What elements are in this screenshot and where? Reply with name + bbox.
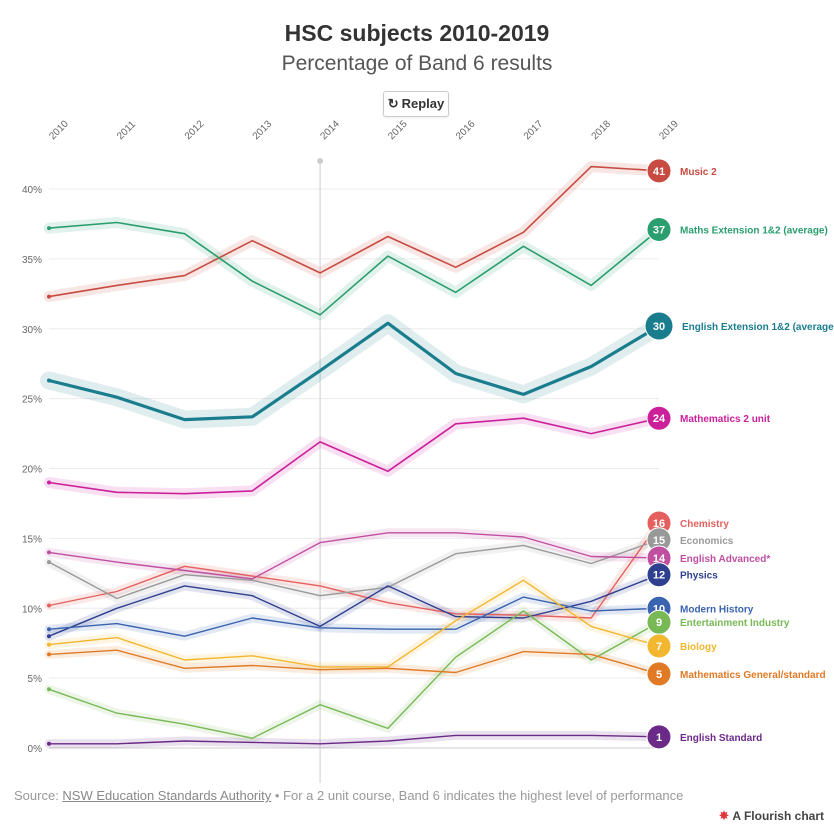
series-start-point [47, 378, 51, 383]
series-start-point [47, 687, 51, 692]
series-start-point [47, 550, 51, 555]
end-value-label: 37 [653, 225, 665, 237]
series-line[interactable] [48, 734, 660, 745]
end-value-badge[interactable] [646, 724, 672, 750]
series-line[interactable] [47, 321, 661, 422]
x-tick-label: 2016 [454, 118, 478, 142]
series-line[interactable] [48, 574, 660, 637]
series-start-point [47, 627, 51, 632]
series-halo [43, 217, 665, 321]
series-line[interactable] [48, 532, 660, 580]
end-value-badge[interactable] [646, 562, 672, 588]
y-tick-label: 35% [22, 255, 42, 266]
series-start-point [47, 634, 51, 639]
replay-label: Replay [401, 96, 445, 111]
series-name-label: Mathematics General/standard [680, 670, 826, 681]
series-name-label: Mathematics 2 unit [680, 414, 771, 425]
series-line[interactable] [48, 610, 660, 739]
series-name-label: Modern History [680, 604, 754, 615]
x-tick-label: 2014 [318, 118, 342, 142]
credit-label: A Flourish chart [732, 809, 824, 823]
series-start-point [47, 652, 51, 657]
series-name-label: Music 2 [680, 167, 717, 178]
source-prefix: Source: [14, 788, 63, 803]
y-tick-label: 40% [22, 185, 42, 196]
end-value-label: 41 [653, 166, 665, 178]
series-start-point [47, 642, 51, 647]
y-tick-label: 15% [22, 534, 42, 545]
y-tick-label: 10% [22, 604, 42, 615]
end-value-badge[interactable] [646, 661, 672, 687]
chart-subtitle: Percentage of Band 6 results [281, 52, 553, 75]
line-chart: 2010 2011 2012 2013 2014 2015 2016 2017 2018 2019… [22, 118, 834, 783]
series-line[interactable] [48, 221, 660, 316]
series-start-point [47, 603, 51, 608]
end-value-badge[interactable] [646, 217, 672, 243]
series-name-label: English Extension 1&2 (average) [682, 322, 834, 333]
flourish-logo-icon: ✸ [718, 808, 730, 823]
end-value-label: 30 [653, 321, 665, 333]
y-tick-label: 5% [28, 674, 43, 685]
end-value-label: 7 [656, 641, 662, 653]
x-tick-label: 2012 [183, 118, 207, 142]
series-name-label: Biology [680, 642, 717, 653]
flourish-credit[interactable]: ✸ A Flourish chart [719, 808, 824, 824]
series-start-point [47, 560, 51, 565]
end-value-label: 5 [656, 669, 662, 681]
end-value-badge[interactable] [646, 633, 672, 659]
series-name-label: Physics [680, 571, 718, 582]
series-name-label: Chemistry [680, 519, 729, 530]
end-value-label: 15 [653, 535, 665, 547]
y-tick-label: 25% [22, 395, 42, 406]
series-name-label: Entertainment Industry [680, 618, 790, 629]
end-value-label: 9 [656, 617, 662, 629]
x-tick-label: 2017 [522, 118, 546, 142]
end-value-badge[interactable] [646, 405, 672, 431]
source-footer: Source: NSW Education Standards Authorit… [14, 788, 683, 803]
end-value-badge[interactable] [646, 158, 672, 184]
y-axis: 0% 5% 10% 15% 20% 25% 30% 35% 40% [22, 185, 42, 755]
series-line[interactable] [48, 579, 660, 668]
end-value-label: 16 [653, 518, 665, 530]
x-tick-label: 2010 [47, 118, 71, 142]
x-tick-label: 2013 [251, 118, 275, 142]
series-start-point [47, 226, 51, 231]
footer-note: • For a 2 unit course, Band 6 indicates … [271, 788, 684, 803]
year-marker-dot[interactable] [317, 158, 324, 164]
end-value-label: 14 [653, 553, 666, 565]
x-tick-label: 2018 [590, 118, 614, 142]
series-name-label: English Advanced* [680, 554, 770, 565]
series-lines [47, 165, 661, 746]
end-value-label: 12 [653, 570, 665, 582]
series-start-point [47, 294, 51, 299]
series-line[interactable] [48, 417, 660, 495]
series-name-label: English Standard [680, 733, 762, 744]
chart-title: HSC subjects 2010-2019 [284, 20, 550, 46]
series-name-label: Maths Extension 1&2 (average) [680, 226, 828, 237]
series-line[interactable] [48, 165, 660, 298]
x-tick-label: 2011 [115, 119, 138, 142]
series-line[interactable] [48, 522, 660, 619]
series-line[interactable] [48, 539, 660, 600]
series-start-point [47, 741, 51, 746]
series-name-label: Economics [680, 536, 734, 547]
series-labels: Music 2 Maths Extension 1&2 (average) Engl… [680, 167, 834, 744]
y-tick-label: 0% [28, 744, 43, 755]
gridlines [49, 158, 659, 783]
x-axis: 2010 2011 2012 2013 2014 2015 2016 2017 2018 2019 [47, 118, 681, 142]
end-value-badge[interactable] [644, 311, 674, 341]
end-value-label: 24 [653, 413, 666, 425]
x-tick-label: 2015 [386, 118, 410, 142]
y-tick-label: 30% [22, 325, 42, 336]
source-link[interactable]: NSW Education Standards Authority [62, 788, 272, 803]
replay-button[interactable]: ↻ Replay [383, 91, 449, 117]
x-tick-label: 2019 [657, 118, 681, 142]
replay-icon: ↻ [387, 96, 399, 111]
end-value-label: 1 [656, 732, 662, 744]
series-line[interactable] [48, 649, 660, 675]
series-start-point [47, 480, 51, 485]
y-tick-label: 20% [22, 465, 42, 476]
